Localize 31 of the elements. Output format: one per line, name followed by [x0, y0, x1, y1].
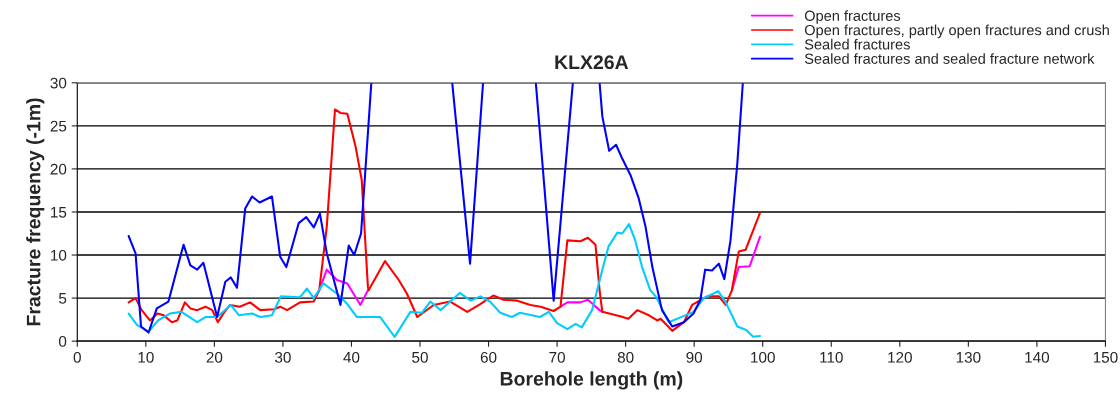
y-tick-label: 15	[51, 206, 67, 218]
chart-title: KLX26A	[555, 55, 629, 70]
x-tick-label: 120	[888, 351, 912, 363]
x-tick-label: 10	[138, 351, 154, 363]
x-tick-label: 20	[206, 351, 223, 363]
x-tick-label: 100	[751, 351, 775, 363]
legend-label: Sealed fractures and sealed fracture network	[804, 53, 1095, 64]
legend-label: Open fractures, partly open fractures and crush	[804, 24, 1109, 39]
y-tick-label: 30	[50, 77, 67, 89]
y-tick-label: 25	[50, 120, 67, 132]
x-axis-title: Borehole length (m)	[500, 371, 683, 390]
x-tick-label: 60	[480, 351, 497, 363]
x-tick-label: 30	[275, 351, 291, 363]
y-axis-title: Fracture frequency (-1m)	[26, 98, 45, 326]
x-tick-label: 140	[1025, 351, 1050, 363]
y-tick-label: 0	[58, 336, 67, 347]
y-tick-label: 5	[58, 293, 67, 304]
legend-label: Sealed fractures	[804, 38, 910, 50]
legend-label: Open fractures	[804, 10, 901, 24]
y-tick-label: 20	[50, 163, 67, 175]
x-tick-label: 80	[617, 351, 634, 363]
y-tick-label: 10	[51, 249, 67, 261]
x-tick-label: 40	[343, 351, 360, 363]
x-tick-label: 0	[73, 351, 81, 363]
x-tick-label: 130	[956, 351, 981, 363]
x-tick-label: 110	[820, 351, 843, 363]
x-tick-label: 50	[412, 351, 428, 363]
line-series	[127, 222, 762, 338]
x-tick-label: 70	[549, 351, 565, 363]
x-tick-label: 150	[1093, 351, 1118, 363]
x-tick-label: 90	[686, 351, 703, 363]
